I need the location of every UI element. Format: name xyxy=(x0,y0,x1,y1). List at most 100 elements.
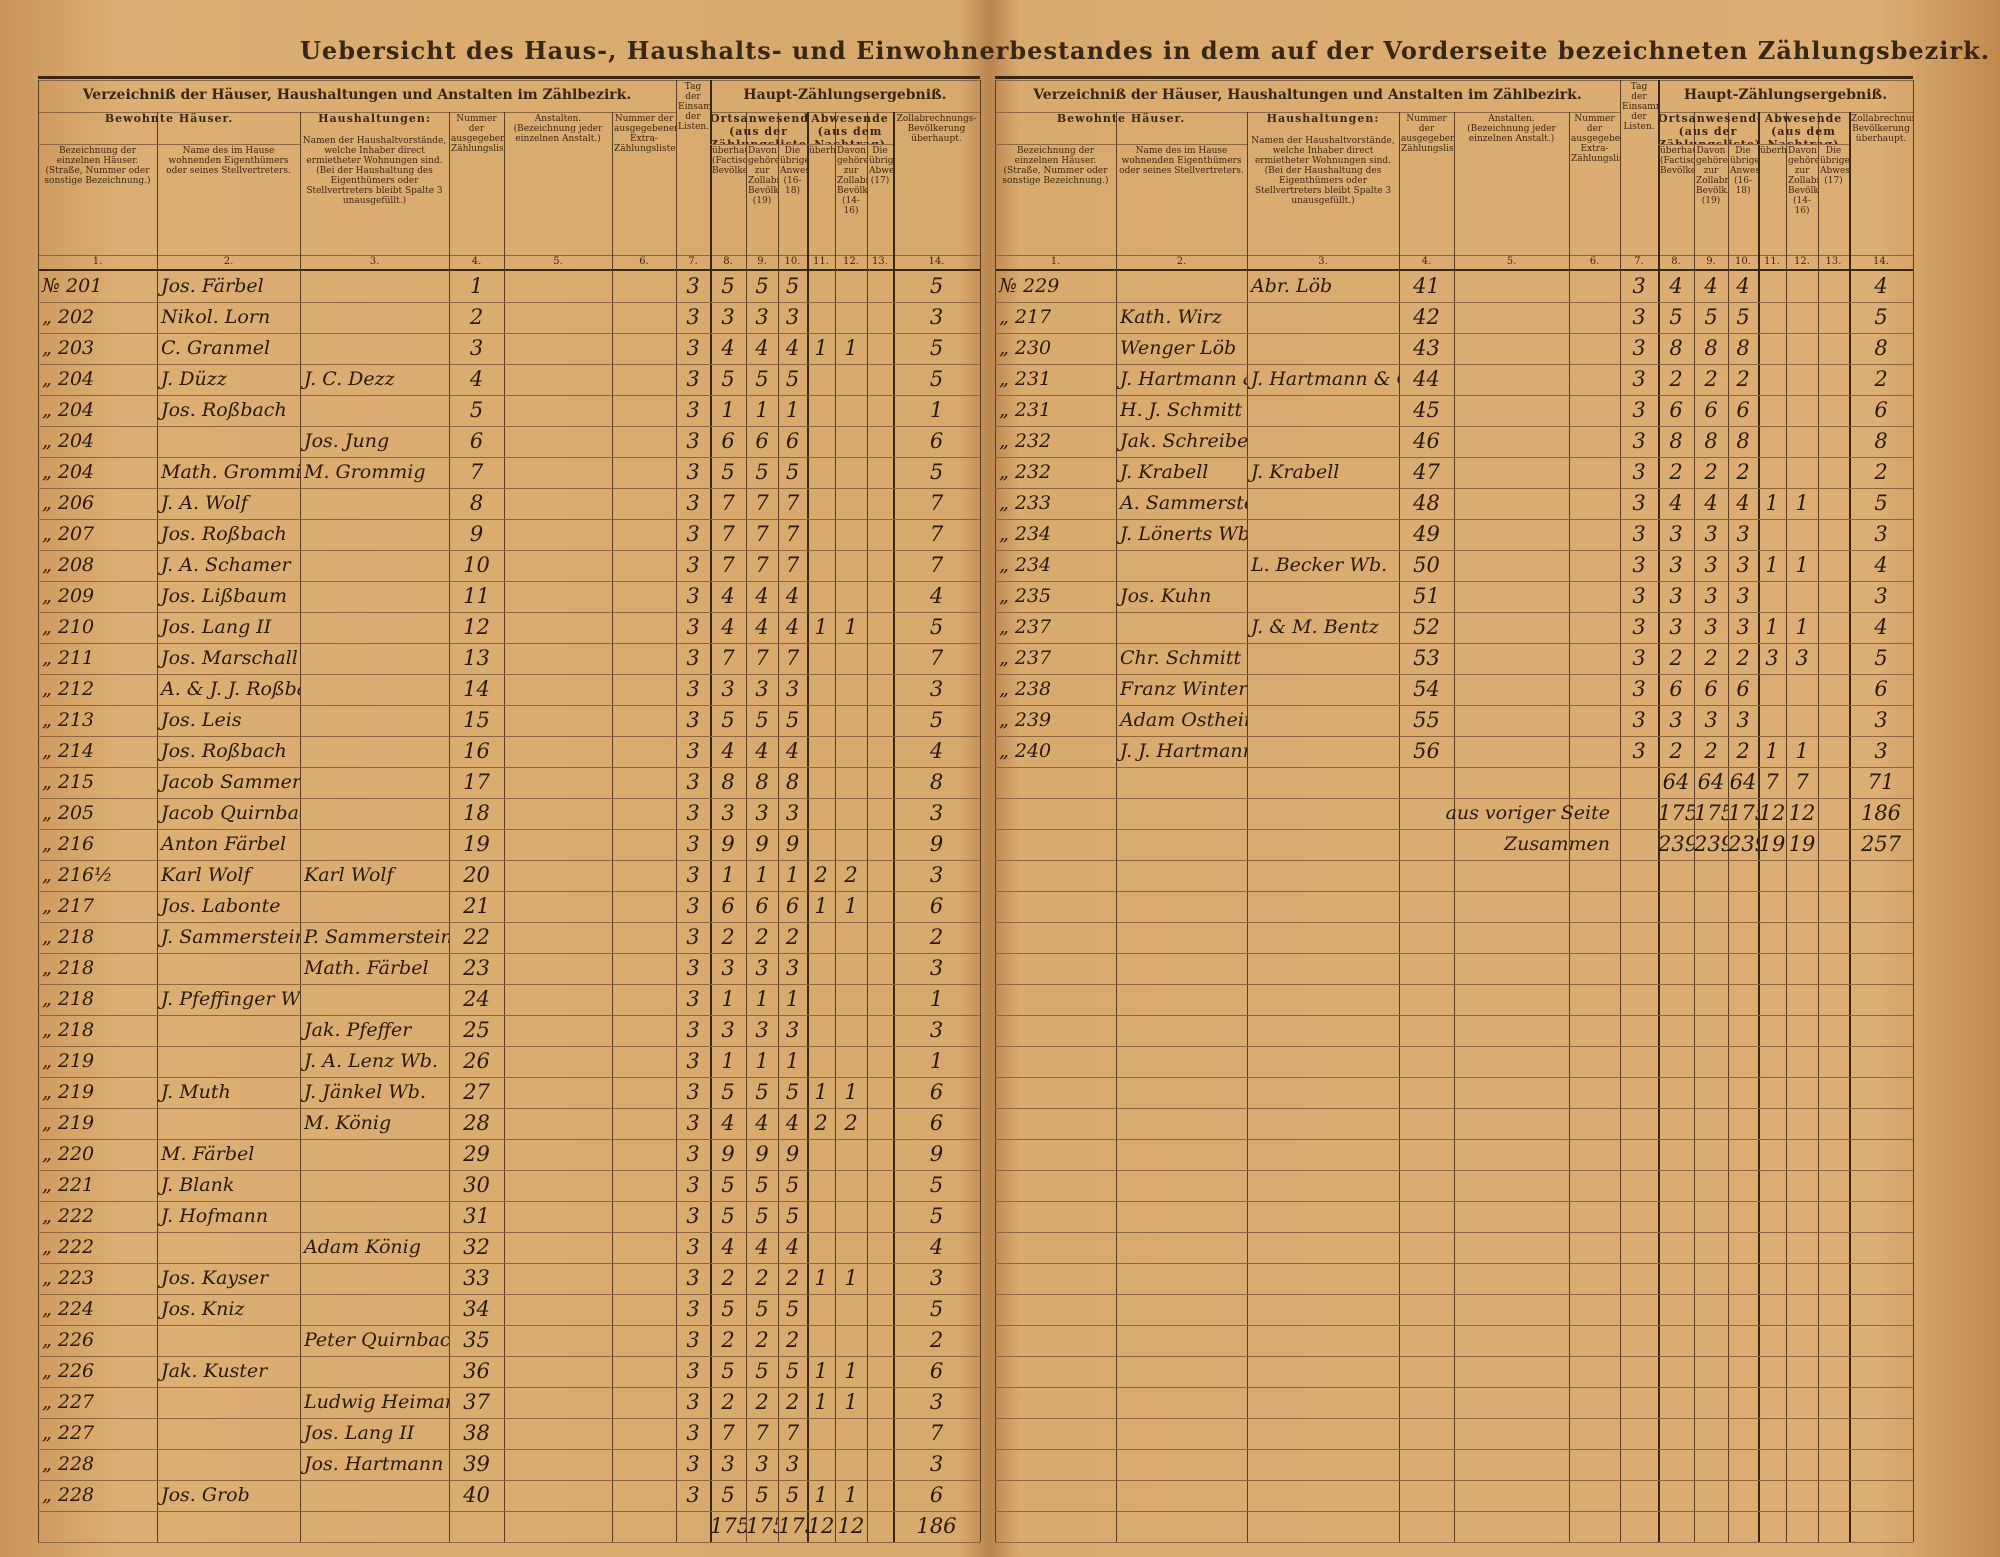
name-cell: „ 227 xyxy=(42,1391,95,1413)
row-rule xyxy=(38,488,980,489)
count-cell: 5 xyxy=(785,708,800,732)
count-cell: 6 xyxy=(1669,398,1683,422)
name-cell: Jos. Lang II xyxy=(304,1422,415,1444)
count-cell: 3 xyxy=(1632,739,1646,763)
count-cell: 1 xyxy=(844,336,858,360)
name-cell: Adam König xyxy=(304,1236,421,1258)
column-header: Davon gehören zur Zollabrech.-Bevölk. (1… xyxy=(837,146,867,216)
row-rule xyxy=(995,302,1913,303)
count-cell: 4 xyxy=(721,336,735,360)
count-cell: 5 xyxy=(929,615,944,639)
count-cell: 7 xyxy=(755,553,769,577)
row-rule xyxy=(995,488,1913,489)
summary-label: Zusammen xyxy=(1503,833,1610,855)
column-header: Die übrigen Anwesenden (16-18) xyxy=(1730,146,1758,196)
name-cell: „ 205 xyxy=(42,802,95,824)
name-cell: Math. Färbel xyxy=(304,957,429,979)
column-header: Anstalten. (Bezeichnung jeder einzelnen … xyxy=(1467,114,1556,144)
count-cell: 5 xyxy=(929,1173,944,1197)
count-cell: 3 xyxy=(1632,367,1646,391)
count-cell: 5 xyxy=(1874,646,1888,670)
name-cell: J. Pfeffinger Wb. xyxy=(161,988,300,1010)
count-cell: 1 xyxy=(785,1049,800,1073)
row-rule xyxy=(995,581,1913,582)
column-rule xyxy=(835,112,836,1542)
column-number: 11. xyxy=(813,256,829,267)
count-cell: 27 xyxy=(463,1080,490,1104)
count-cell: 4 xyxy=(1704,491,1718,515)
count-cell: 3 xyxy=(785,305,800,329)
count-cell: 3 xyxy=(686,460,700,484)
count-cell: 7 xyxy=(755,491,769,515)
name-cell: „ 227 xyxy=(42,1422,95,1444)
column-header: Die übrigen Abwesenden (17) xyxy=(1820,146,1849,186)
count-cell: 1 xyxy=(785,863,800,887)
rule xyxy=(995,112,1620,113)
count-cell: 1 xyxy=(844,1080,858,1104)
count-cell: 2 xyxy=(755,1390,769,1414)
row-rule xyxy=(38,798,980,799)
count-cell: 1 xyxy=(814,1390,828,1414)
row-rule xyxy=(995,1077,1913,1078)
count-cell: 3 xyxy=(721,956,735,980)
count-cell: 2 xyxy=(1874,367,1888,391)
name-cell: „ 208 xyxy=(42,554,95,576)
count-cell: 5 xyxy=(755,1080,769,1104)
count-cell: 3 xyxy=(1765,646,1779,670)
count-cell: 7 xyxy=(929,491,944,515)
count-cell: 3 xyxy=(721,677,735,701)
count-cell: 1 xyxy=(755,987,769,1011)
row-rule xyxy=(38,1449,980,1450)
count-cell: 3 xyxy=(1736,615,1750,639)
count-cell: 3 xyxy=(929,305,944,329)
name-cell: C. Granmel xyxy=(161,337,271,359)
count-cell: 41 xyxy=(1413,274,1440,298)
count-cell: 4 xyxy=(785,1111,800,1135)
count-cell: 5 xyxy=(721,367,735,391)
count-cell: 6 xyxy=(721,894,735,918)
count-cell: 64 xyxy=(1662,770,1690,794)
name-cell: „ 219 xyxy=(42,1112,95,1134)
count-cell: 3 xyxy=(1632,336,1646,360)
count-cell: 5 xyxy=(785,1483,800,1507)
name-cell: „ 215 xyxy=(42,771,95,793)
name-cell: Kath. Wirz xyxy=(1120,306,1222,328)
count-cell: 5 xyxy=(1669,305,1683,329)
count-cell: 5 xyxy=(755,1204,769,1228)
row-rule xyxy=(38,1139,980,1140)
name-cell: „ 218 xyxy=(42,1019,95,1041)
count-cell: 3 xyxy=(929,801,944,825)
name-cell: J. Hartmann & Cie xyxy=(1120,368,1247,390)
name-cell: „ 204 xyxy=(42,461,95,483)
count-cell: 1 xyxy=(844,1483,858,1507)
count-cell: 4 xyxy=(721,739,735,763)
name-cell: „ 219 xyxy=(42,1081,95,1103)
count-cell: 4 xyxy=(1736,274,1750,298)
count-cell: 1 xyxy=(721,863,735,887)
count-cell: 3 xyxy=(1874,708,1888,732)
count-cell: 1 xyxy=(814,894,828,918)
row-rule xyxy=(38,302,980,303)
count-cell: 175 xyxy=(746,1514,778,1538)
count-cell: 7 xyxy=(785,646,800,670)
count-cell: 2 xyxy=(1736,739,1750,763)
count-cell: 8 xyxy=(755,770,769,794)
column-rule xyxy=(300,112,301,1542)
count-cell: 4 xyxy=(1874,553,1888,577)
count-cell: 5 xyxy=(929,336,944,360)
count-cell: 3 xyxy=(1632,305,1646,329)
count-cell: 3 xyxy=(686,615,700,639)
count-cell: 3 xyxy=(686,1173,700,1197)
row-rule xyxy=(38,1015,980,1016)
count-cell: 3 xyxy=(686,305,700,329)
count-cell: 4 xyxy=(755,615,769,639)
column-header: überhaupt. xyxy=(1760,146,1786,156)
column-number: 1. xyxy=(92,256,103,267)
name-cell: Jos. Grob xyxy=(161,1484,250,1506)
row-rule xyxy=(995,767,1913,768)
count-cell: 64 xyxy=(1697,770,1725,794)
name-cell: Nikol. Lorn xyxy=(161,306,271,328)
count-cell: 1 xyxy=(755,1049,769,1073)
count-cell: 6 xyxy=(1704,398,1718,422)
count-cell: 3 xyxy=(929,956,944,980)
